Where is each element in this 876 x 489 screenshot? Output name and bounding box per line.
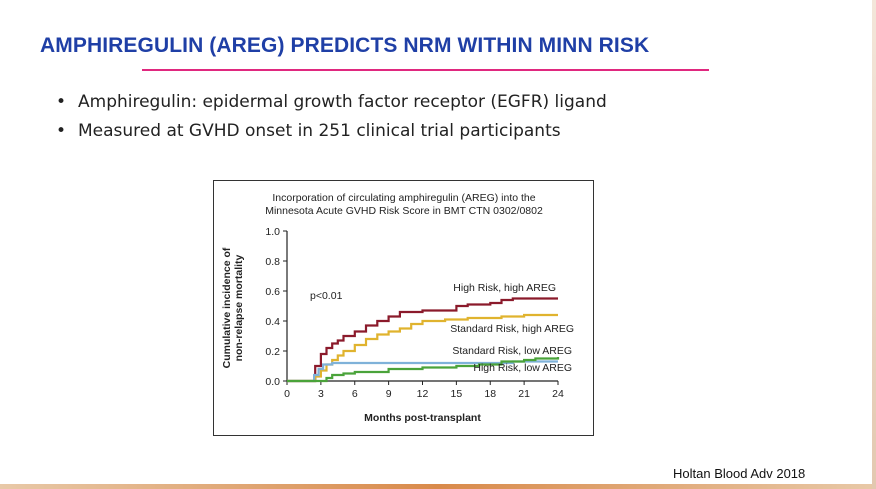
x-tick-label: 21: [518, 388, 530, 400]
bullet-text: Measured at GVHD onset in 251 clinical t…: [78, 121, 561, 141]
x-tick-label: 15: [451, 388, 463, 400]
x-tick-label: 12: [417, 388, 429, 400]
x-tick-label: 18: [484, 388, 496, 400]
y-axis-label-line: non-relapse mortality: [233, 254, 245, 361]
chart-figure: Incorporation of circulating amphireguli…: [213, 180, 594, 436]
nrm-incidence-chart: Incorporation of circulating amphireguli…: [221, 192, 574, 424]
chart-title-line: Incorporation of circulating amphireguli…: [272, 192, 535, 204]
y-tick-label: 0.6: [265, 286, 280, 298]
citation: Holtan Blood Adv 2018: [673, 466, 806, 481]
slide-title: AMPHIREGULIN (AREG) PREDICTS NRM WITHIN …: [40, 34, 650, 57]
series-label: Standard Risk, low AREG: [452, 345, 572, 357]
x-tick-label: 9: [386, 388, 392, 400]
series-label: High Risk, low AREG: [473, 362, 572, 374]
bullet-text: Amphiregulin: epidermal growth factor re…: [78, 92, 607, 112]
right-decorative-edge: [872, 0, 876, 489]
bottom-decorative-bar: [0, 484, 876, 489]
title-underline: [142, 69, 709, 71]
y-axis-label-line: Cumulative incidence of: [221, 247, 233, 368]
series-label: Standard Risk, high AREG: [450, 323, 574, 335]
series-line-standard-risk-low-areg: [287, 360, 558, 383]
p-value-annotation: p<0.01: [310, 290, 343, 302]
y-tick-label: 1.0: [265, 226, 280, 238]
bullet-dot: •: [56, 121, 67, 141]
y-tick-label: 0.2: [265, 346, 280, 358]
x-tick-label: 6: [352, 388, 358, 400]
bullet-dot: •: [56, 92, 67, 112]
series-line-high-risk-low-areg: [287, 357, 560, 383]
x-axis-label: Months post-transplant: [364, 412, 481, 424]
bullet-item: • Measured at GVHD onset in 251 clinical…: [52, 117, 607, 146]
bullet-list: • Amphiregulin: epidermal growth factor …: [52, 88, 607, 146]
series-line-standard-risk-high-areg: [287, 313, 558, 383]
chart-title-line: Minnesota Acute GVHD Risk Score in BMT C…: [265, 205, 543, 217]
y-tick-label: 0.0: [265, 376, 280, 388]
x-tick-label: 3: [318, 388, 324, 400]
series-label: High Risk, high AREG: [453, 282, 556, 294]
series-line-high-risk-high-areg: [287, 297, 558, 383]
bullet-item: • Amphiregulin: epidermal growth factor …: [52, 88, 607, 117]
x-tick-label: 0: [284, 388, 290, 400]
y-tick-label: 0.4: [265, 316, 280, 328]
y-tick-label: 0.8: [265, 256, 280, 268]
x-tick-label: 24: [552, 388, 564, 400]
